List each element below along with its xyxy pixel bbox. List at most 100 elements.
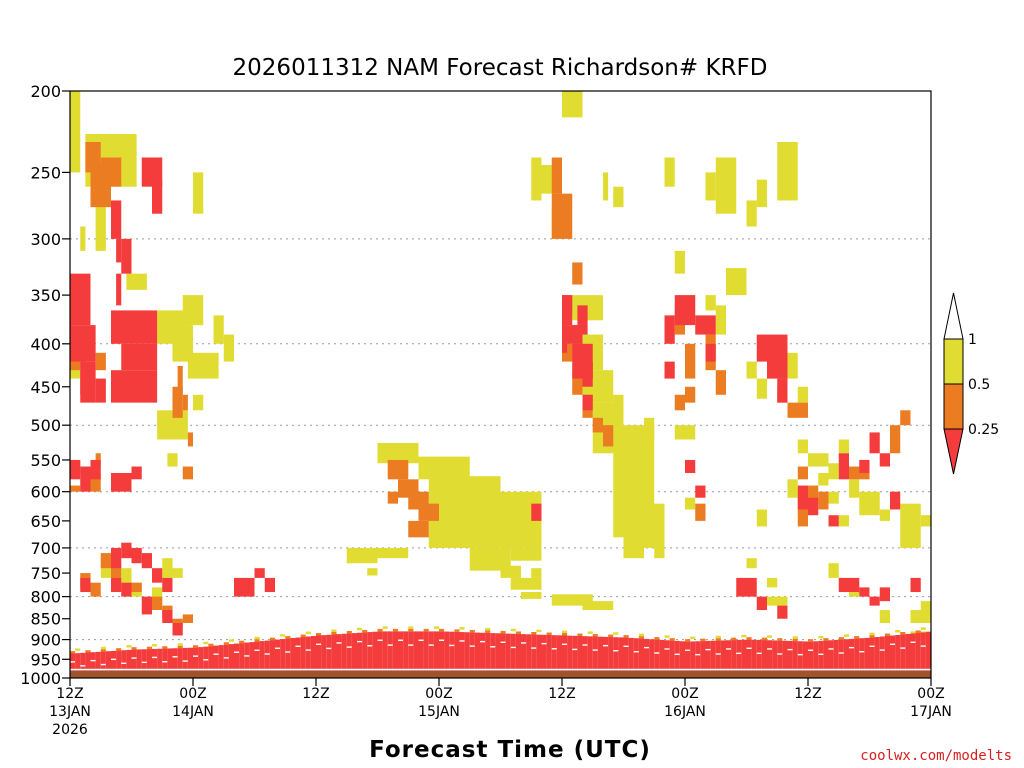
boundary-streak <box>562 643 568 646</box>
y-tick-label: 400 <box>30 335 61 354</box>
ri-cell <box>849 479 860 498</box>
ri-cell <box>838 439 849 454</box>
boundary-streak <box>295 645 301 648</box>
boundary-streak <box>674 653 680 656</box>
boundary-streak <box>838 652 844 654</box>
ri-cell <box>116 238 122 263</box>
ri-cell <box>828 515 839 527</box>
ri-cell <box>859 587 870 597</box>
ri-cell <box>551 157 562 194</box>
boundary-cell <box>485 627 491 631</box>
boundary-cell <box>592 636 598 673</box>
boundary-cell <box>75 653 81 673</box>
boundary-streak <box>459 640 465 642</box>
boundary-cell <box>326 634 332 673</box>
ri-cell <box>213 315 224 344</box>
boundary-streak <box>213 653 219 655</box>
boundary-cell <box>203 641 209 645</box>
ri-cell <box>141 157 163 187</box>
ri-cell <box>121 343 158 371</box>
boundary-streak <box>900 647 906 649</box>
boundary-cell <box>500 633 506 673</box>
ri-cell <box>562 295 573 326</box>
ri-cell <box>95 352 106 371</box>
ri-cell <box>695 315 716 335</box>
boundary-cell <box>818 636 824 639</box>
boundary-streak <box>920 645 926 647</box>
boundary-cell <box>336 634 342 673</box>
ri-cell <box>223 334 234 362</box>
boundary-cell <box>269 637 275 641</box>
boundary-cell <box>198 647 204 673</box>
boundary-streak <box>439 639 445 641</box>
boundary-cell <box>746 637 752 640</box>
y-tick-label: 250 <box>30 163 61 182</box>
ri-cell <box>469 547 511 571</box>
x-tick-label: 17JAN <box>910 704 952 720</box>
boundary-cell <box>751 639 757 673</box>
ri-cell <box>879 610 890 623</box>
boundary-streak <box>623 645 629 648</box>
boundary-cell <box>264 640 270 673</box>
ri-cell <box>126 273 147 290</box>
boundary-streak <box>285 651 291 653</box>
ri-cell <box>685 497 696 510</box>
ri-cell <box>797 509 808 527</box>
boundary-cell <box>316 633 322 636</box>
ri-cell <box>95 378 106 403</box>
boundary-cell <box>679 641 685 673</box>
boundary-cell <box>275 639 281 673</box>
boundary-cell <box>408 628 414 632</box>
boundary-cell <box>85 650 91 653</box>
boundary-cell <box>111 650 117 673</box>
ri-cell <box>715 157 737 214</box>
boundary-cell <box>608 634 614 638</box>
boundary-cell <box>367 632 373 673</box>
boundary-cell <box>638 638 644 673</box>
ri-cell <box>111 370 158 403</box>
boundary-cell <box>515 633 521 673</box>
x-axis: 12Z 13JAN 2026 00Z 14JAN 12Z 00Z 15JAN 12Z 00Z 16J… <box>49 678 952 738</box>
ri-cell <box>177 365 183 395</box>
ri-cell <box>172 325 193 362</box>
boundary-cell <box>341 633 347 673</box>
boundary-streak <box>500 641 506 643</box>
boundary-cell <box>269 640 275 673</box>
ri-cell <box>264 577 275 593</box>
ri-cell <box>879 509 890 521</box>
boundary-streak <box>418 639 424 641</box>
y-tick-label: 1000 <box>20 669 61 688</box>
boundary-cell <box>900 631 906 635</box>
ri-cell <box>695 485 706 498</box>
boundary-cell <box>131 649 137 673</box>
ri-cell <box>562 325 568 353</box>
boundary-cell <box>141 649 147 673</box>
x-tick-label: 00Z <box>425 686 452 702</box>
ri-cell <box>531 568 542 578</box>
boundary-cell <box>485 632 491 673</box>
ri-cell <box>664 315 675 344</box>
boundary-cell <box>577 633 583 637</box>
boundary-cell <box>490 633 496 673</box>
boundary-streak <box>203 659 209 661</box>
y-tick-label: 950 <box>30 650 61 669</box>
boundary-cell <box>408 631 414 673</box>
ri-cell <box>685 459 696 473</box>
boundary-cell <box>654 637 660 640</box>
ri-cell <box>859 459 870 473</box>
boundary-cell <box>136 649 142 673</box>
ri-cell <box>408 520 429 538</box>
boundary-cell <box>777 638 783 641</box>
ri-cell <box>777 141 798 201</box>
boundary-cell <box>177 643 183 646</box>
ri-cell <box>828 563 839 578</box>
boundary-cell <box>813 641 819 673</box>
boundary-cell <box>638 636 644 639</box>
ri-cell <box>510 547 542 561</box>
boundary-cell <box>218 645 224 673</box>
colorbar-bin-0.25-0.5 <box>943 383 964 430</box>
boundary-cell <box>100 649 106 652</box>
boundary-cell <box>167 648 173 673</box>
boundary-cell <box>741 634 747 638</box>
ri-cell <box>705 343 716 362</box>
